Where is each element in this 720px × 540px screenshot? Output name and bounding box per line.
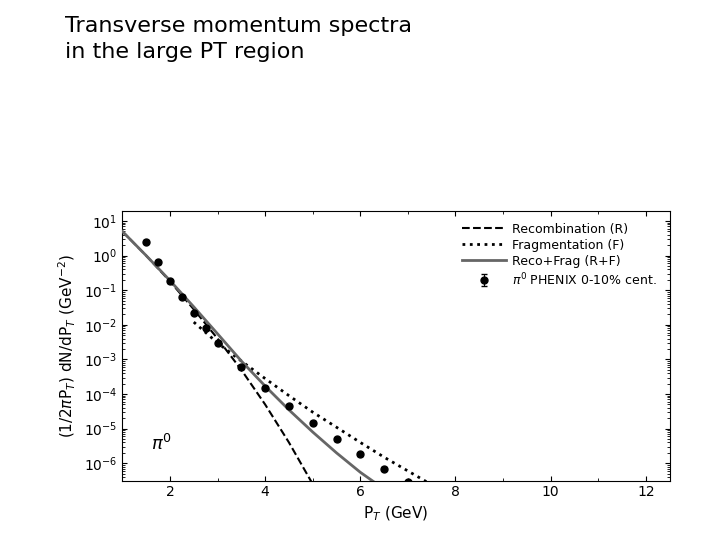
Reco+Frag (R+F) xyxy=(237,358,246,365)
Reco+Frag (R+F) xyxy=(189,303,198,310)
Line: Fragmentation (F): Fragmentation (F) xyxy=(194,322,646,540)
Recombination (R) xyxy=(284,439,293,446)
Legend: Recombination (R), Fragmentation (F), Reco+Frag (R+F), $\pi^0$ PHENIX 0-10% cent: Recombination (R), Fragmentation (F), Re… xyxy=(456,217,663,294)
Recombination (R) xyxy=(308,481,317,488)
Reco+Frag (R+F) xyxy=(332,450,341,456)
Reco+Frag (R+F) xyxy=(308,429,317,435)
Fragmentation (F) xyxy=(284,393,293,399)
Recombination (R) xyxy=(118,228,127,235)
Recombination (R) xyxy=(213,335,222,342)
Fragmentation (F) xyxy=(356,439,364,446)
Fragmentation (F) xyxy=(428,482,436,488)
Recombination (R) xyxy=(237,367,246,373)
Fragmentation (F) xyxy=(308,409,317,415)
X-axis label: P$_T$ (GeV): P$_T$ (GeV) xyxy=(364,505,428,523)
Fragmentation (F) xyxy=(261,375,269,382)
Fragmentation (F) xyxy=(332,424,341,430)
Fragmentation (F) xyxy=(404,468,413,474)
Reco+Frag (R+F) xyxy=(451,529,460,536)
Text: Transverse momentum spectra
in the large PT region: Transverse momentum spectra in the large… xyxy=(65,16,412,62)
Recombination (R) xyxy=(332,529,341,536)
Recombination (R) xyxy=(142,252,150,259)
Fragmentation (F) xyxy=(237,358,246,365)
Reco+Frag (R+F) xyxy=(118,228,127,235)
Recombination (R) xyxy=(189,306,198,313)
Fragmentation (F) xyxy=(499,521,508,528)
Reco+Frag (R+F) xyxy=(261,383,269,389)
Fragmentation (F) xyxy=(189,319,198,325)
Line: Reco+Frag (R+F): Reco+Frag (R+F) xyxy=(122,232,646,540)
Recombination (R) xyxy=(261,401,269,408)
Reco+Frag (R+F) xyxy=(428,516,436,522)
Reco+Frag (R+F) xyxy=(213,330,222,337)
Fragmentation (F) xyxy=(475,509,484,515)
Fragmentation (F) xyxy=(379,454,388,461)
Reco+Frag (R+F) xyxy=(166,278,174,284)
Line: Recombination (R): Recombination (R) xyxy=(122,232,370,540)
Reco+Frag (R+F) xyxy=(356,469,364,476)
Y-axis label: (1/2$\pi$P$_T$) dN/dP$_T$ (GeV$^{-2}$): (1/2$\pi$P$_T$) dN/dP$_T$ (GeV$^{-2}$) xyxy=(58,254,78,437)
Reco+Frag (R+F) xyxy=(284,407,293,413)
Text: $\pi^0$: $\pi^0$ xyxy=(151,434,172,454)
Recombination (R) xyxy=(166,278,174,285)
Fragmentation (F) xyxy=(523,535,531,540)
Reco+Frag (R+F) xyxy=(404,501,413,508)
Reco+Frag (R+F) xyxy=(142,252,150,259)
Fragmentation (F) xyxy=(213,340,222,346)
Reco+Frag (R+F) xyxy=(379,486,388,492)
Fragmentation (F) xyxy=(451,495,460,501)
